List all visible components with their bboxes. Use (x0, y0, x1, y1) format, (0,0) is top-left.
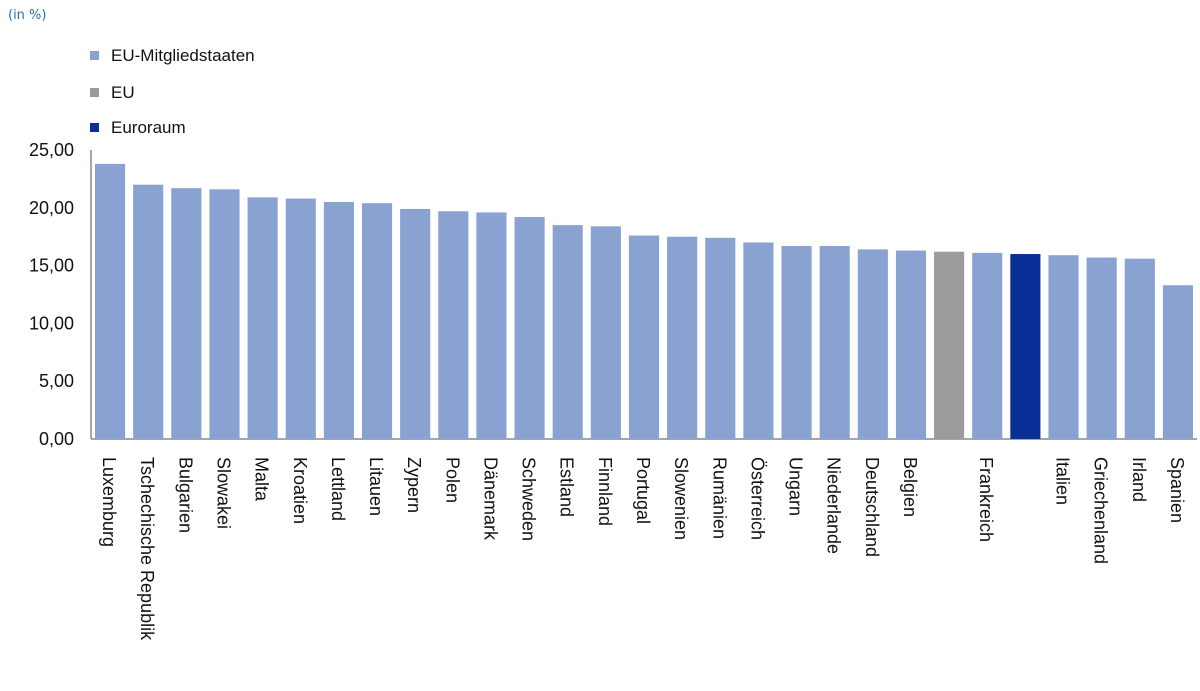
bar (1048, 255, 1079, 439)
bar (667, 236, 698, 439)
y-tick-label: 20,00 (29, 198, 74, 218)
bar (552, 225, 583, 439)
bar (400, 208, 431, 439)
y-tick-label: 0,00 (39, 429, 74, 449)
bar (1124, 258, 1155, 439)
x-tick-label: Frankreich (976, 457, 996, 542)
x-tick-label: Rumänien (709, 457, 729, 539)
x-tick-label: Luxemburg (99, 457, 119, 547)
bar (1086, 257, 1117, 439)
x-tick-label: Österreich (747, 457, 767, 540)
bar (285, 198, 316, 439)
bar (361, 203, 393, 439)
legend-label: EU-Mitgliedstaaten (111, 46, 255, 65)
x-tick-label: Spanien (1167, 457, 1187, 523)
bar (171, 188, 202, 439)
x-tick-label: Litauen (366, 457, 386, 516)
x-tick-label: Italien (1053, 457, 1073, 505)
x-tick-label: Belgien (900, 457, 920, 517)
x-tick-label: Deutschland (862, 457, 882, 557)
x-tick-label: Tschechische Republik (137, 457, 157, 641)
bar (476, 212, 507, 439)
legend-swatch (90, 51, 99, 60)
bar (323, 202, 354, 439)
bar (934, 251, 965, 439)
x-tick-label: Dänemark (480, 457, 500, 541)
legend-label: EU (111, 83, 135, 102)
y-tick-label: 10,00 (29, 313, 74, 333)
bar (1010, 254, 1041, 439)
x-tick-label: Irland (1129, 457, 1149, 502)
x-tick-label: Zypern (404, 457, 424, 513)
bar (590, 226, 621, 439)
unit-note: (in %) (8, 8, 47, 23)
bar (857, 249, 888, 439)
x-tick-label: Slowenien (671, 457, 691, 540)
x-axis-labels: Luxemburg Tschechische Republik Bulgarien S… (99, 457, 1187, 641)
x-tick-label: Bulgarien (175, 457, 195, 533)
y-tick-label: 15,00 (29, 256, 74, 276)
legend-swatch (90, 88, 99, 97)
x-tick-label: Malta (252, 457, 272, 502)
x-tick-label: Griechenland (1091, 457, 1111, 564)
bar (781, 245, 812, 439)
x-tick-label: Schweden (519, 457, 539, 541)
bar (628, 235, 660, 439)
legend-label: Euroraum (111, 118, 186, 137)
bar (819, 245, 850, 439)
y-tick-label: 25,00 (29, 140, 74, 160)
bars (95, 163, 1193, 439)
bar (438, 211, 469, 439)
bar (133, 184, 164, 439)
x-tick-label: Polen (442, 457, 462, 503)
x-tick-label: Finnland (595, 457, 615, 526)
legend-swatch (90, 123, 99, 132)
bar (743, 242, 774, 439)
x-tick-label: Kroatien (290, 457, 310, 524)
x-tick-label: Slowakei (213, 457, 233, 529)
bar (209, 189, 240, 439)
bar (1162, 285, 1193, 439)
bar (705, 237, 736, 439)
legend: EU-Mitgliedstaaten EU Euroraum (90, 46, 255, 137)
bar (95, 163, 126, 439)
bar (895, 250, 927, 439)
x-tick-label: Estland (557, 457, 577, 517)
bar (514, 217, 545, 439)
y-tick-label: 5,00 (39, 371, 74, 391)
x-tick-label: Niederlande (824, 457, 844, 554)
x-tick-label: Lettland (328, 457, 348, 521)
bar (972, 252, 1003, 439)
bar (247, 197, 278, 439)
x-tick-label: Portugal (633, 457, 653, 524)
x-tick-label: Ungarn (786, 457, 806, 516)
